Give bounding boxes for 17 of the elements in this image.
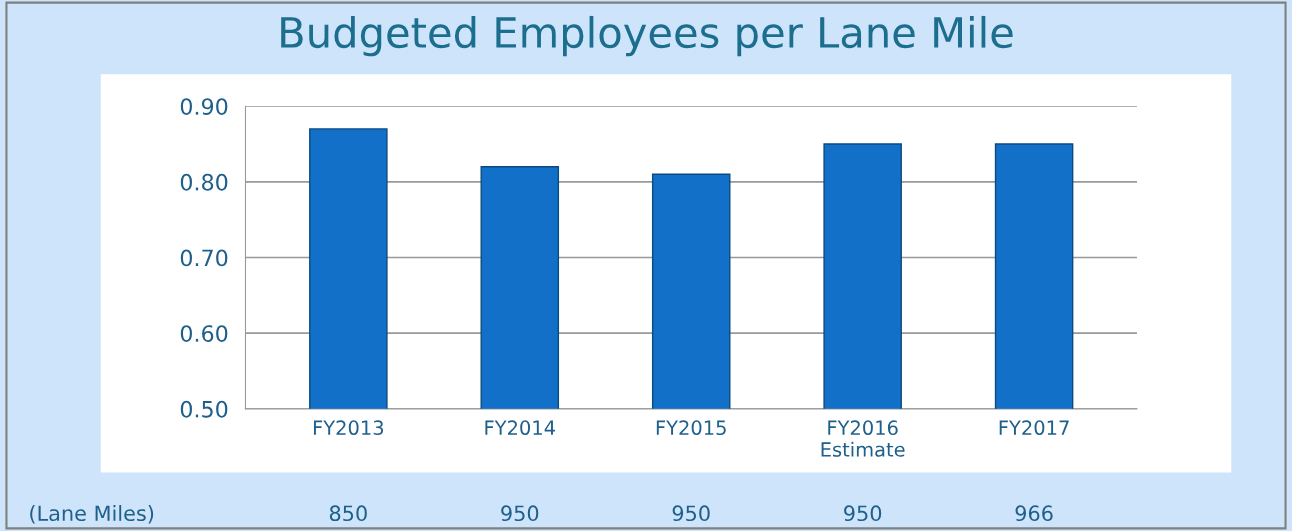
text: 850 bbox=[329, 505, 367, 522]
x-tick-label: FY2014 bbox=[485, 420, 555, 436]
text: (Lane Miles) bbox=[30, 504, 154, 524]
x-tick-label: FY2017 bbox=[999, 420, 1069, 436]
text: 950 bbox=[672, 505, 710, 522]
x-tick-label: FY2013 bbox=[313, 420, 384, 436]
y-tick-label: 0.60 bbox=[180, 325, 228, 342]
chart-title: Budgeted Employees per Lane Mile bbox=[281, 15, 1013, 57]
text: 966 bbox=[1015, 505, 1053, 522]
text: 950 bbox=[501, 505, 539, 522]
y-tick-label: 0.50 bbox=[180, 400, 228, 418]
y-tick-label: 0.80 bbox=[180, 173, 228, 191]
text: 950 bbox=[844, 505, 882, 522]
y-tick-label: 0.70 bbox=[180, 249, 228, 267]
y-tick-label: 0.90 bbox=[180, 98, 228, 115]
x-tick-label: FY2015 bbox=[656, 420, 726, 436]
x-tick-label: FY2016 Estimate bbox=[821, 420, 905, 457]
